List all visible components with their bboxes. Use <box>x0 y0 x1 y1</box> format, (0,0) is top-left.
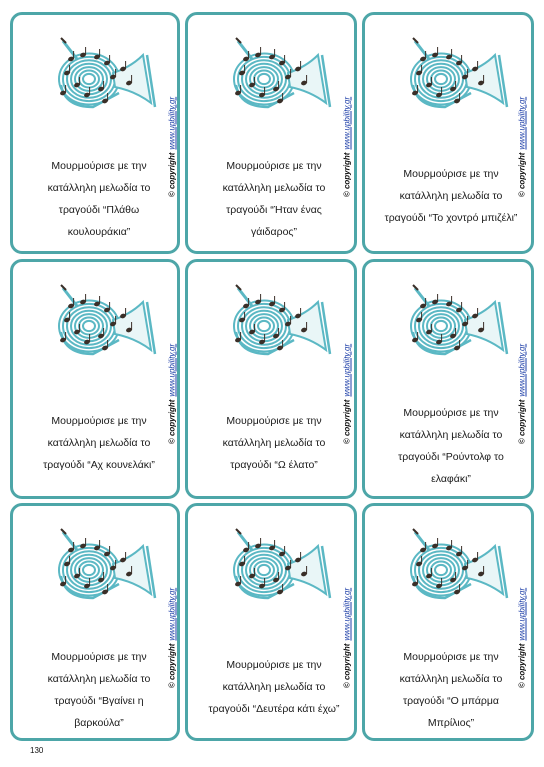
copyright-vertical: © copyright www.upbility.gr <box>340 319 354 469</box>
copyright-vertical: © copyright www.upbility.gr <box>515 563 529 713</box>
copyright-label: © copyright <box>342 643 352 689</box>
french-horn-icon <box>58 37 157 109</box>
card-line: τραγούδι “Το χοντρό μπιζέλι” <box>384 212 518 224</box>
card-line: τραγούδι “Ήταν ένας <box>226 204 322 216</box>
card-instruction: Μουρμούρισε με την κατάλληλη μελωδία το τρ… <box>194 155 354 243</box>
upbility-link[interactable]: www.upbility.gr <box>342 587 352 641</box>
card-line: Μουρμούρισε με την <box>51 651 147 663</box>
upbility-link[interactable]: www.upbility.gr <box>342 343 352 397</box>
activity-card: Μουρμούρισε με την κατάλληλη μελωδία το τρ… <box>362 259 534 499</box>
copyright-label: © copyright <box>517 152 527 198</box>
copyright-label: © copyright <box>167 399 177 445</box>
french-horn-icon <box>58 284 157 356</box>
card-line: ελαφάκι” <box>431 473 471 485</box>
card-line: κατάλληλη μελωδία το <box>399 673 503 685</box>
copyright-vertical: © copyright www.upbility.gr <box>340 563 354 713</box>
activity-card: Μουρμούρισε με την κατάλληλη μελωδία το τρ… <box>185 259 357 499</box>
card-instruction: Μουρμούρισε με την κατάλληλη μελωδία το τρ… <box>194 654 354 720</box>
card-line: κατάλληλη μελωδία το <box>222 182 326 194</box>
card-line: κατάλληλη μελωδία το <box>222 437 326 449</box>
card-line: Μουρμούρισε με την <box>226 659 322 671</box>
copyright-label: © copyright <box>342 152 352 198</box>
copyright-vertical: © copyright www.upbility.gr <box>515 72 529 222</box>
card-line: Μουρμούρισε με την <box>226 160 322 172</box>
card-line: Μπρίλιος” <box>427 717 475 729</box>
french-horn-icon <box>410 528 509 600</box>
activity-card: Μουρμούρισε με την κατάλληλη μελωδία το τρ… <box>10 503 180 741</box>
card-line: τραγούδι “Ω έλατο” <box>230 459 318 471</box>
activity-card: Μουρμούρισε με την κατάλληλη μελωδία το τρ… <box>10 259 180 499</box>
card-line: τραγούδι “Ρούντολφ το <box>398 451 504 463</box>
card-line: Μουρμούρισε με την <box>403 168 499 180</box>
card-line: κατάλληλη μελωδία το <box>399 429 503 441</box>
upbility-link[interactable]: www.upbility.gr <box>517 96 527 150</box>
copyright-label: © copyright <box>517 399 527 445</box>
copyright-vertical: © copyright www.upbility.gr <box>340 72 354 222</box>
card-instruction: Μουρμούρισε με την κατάλληλη μελωδία το τρ… <box>19 155 179 243</box>
card-instruction: Μουρμούρισε με την κατάλληλη μελωδία το τρ… <box>19 410 179 476</box>
card-instruction: Μουρμούρισε με την κατάλληλη μελωδία το τρ… <box>194 410 354 476</box>
card-line: τραγούδι “Ο μπάρμα <box>402 695 499 707</box>
french-horn-icon <box>58 528 157 600</box>
upbility-link[interactable]: www.upbility.gr <box>167 96 177 150</box>
card-line: τραγούδι “Βγαίνει η <box>54 695 144 707</box>
card-line: κατάλληλη μελωδία το <box>47 182 151 194</box>
card-line: γάιδαρος” <box>251 226 297 238</box>
card-line: κουλουράκια” <box>67 226 131 238</box>
card-line: Μουρμούρισε με την <box>403 651 499 663</box>
french-horn-icon <box>410 37 509 109</box>
copyright-vertical: © copyright www.upbility.gr <box>165 319 179 469</box>
activity-card: Μουρμούρισε με την κατάλληλη μελωδία το τρ… <box>185 12 357 254</box>
french-horn-icon <box>410 284 509 356</box>
upbility-link[interactable]: www.upbility.gr <box>167 343 177 397</box>
card-line: Μουρμούρισε με την <box>226 415 322 427</box>
french-horn-icon <box>233 528 332 600</box>
activity-card: Μουρμούρισε με την κατάλληλη μελωδία το τρ… <box>362 12 534 254</box>
french-horn-icon <box>233 37 332 109</box>
card-line: κατάλληλη μελωδία το <box>399 190 503 202</box>
copyright-vertical: © copyright www.upbility.gr <box>515 319 529 469</box>
card-instruction: Μουρμούρισε με την κατάλληλη μελωδία το τρ… <box>371 646 531 734</box>
card-line: τραγούδι “Δευτέρα κάτι έχω” <box>208 703 340 715</box>
upbility-link[interactable]: www.upbility.gr <box>167 587 177 641</box>
upbility-link[interactable]: www.upbility.gr <box>517 587 527 641</box>
upbility-link[interactable]: www.upbility.gr <box>517 343 527 397</box>
copyright-label: © copyright <box>167 643 177 689</box>
card-line: Μουρμούρισε με την <box>51 415 147 427</box>
card-line: κατάλληλη μελωδία το <box>47 673 151 685</box>
page-number: 130 <box>30 746 44 755</box>
activity-card: Μουρμούρισε με την κατάλληλη μελωδία το τρ… <box>362 503 534 741</box>
copyright-vertical: © copyright www.upbility.gr <box>165 72 179 222</box>
card-line: κατάλληλη μελωδία το <box>222 681 326 693</box>
copyright-vertical: © copyright www.upbility.gr <box>165 563 179 713</box>
card-line: κατάλληλη μελωδία το <box>47 437 151 449</box>
copyright-label: © copyright <box>167 152 177 198</box>
card-line: Μουρμούρισε με την <box>403 407 499 419</box>
copyright-label: © copyright <box>342 399 352 445</box>
card-instruction: Μουρμούρισε με την κατάλληλη μελωδία το τρ… <box>371 402 531 490</box>
card-instruction: Μουρμούρισε με την κατάλληλη μελωδία το τρ… <box>371 163 531 229</box>
activity-card: Μουρμούρισε με την κατάλληλη μελωδία το τρ… <box>10 12 180 254</box>
french-horn-icon <box>233 284 332 356</box>
card-line: Μουρμούρισε με την <box>51 160 147 172</box>
card-line: βαρκούλα” <box>74 717 124 729</box>
upbility-link[interactable]: www.upbility.gr <box>342 96 352 150</box>
card-line: τραγούδι “Αχ κουνελάκι” <box>43 459 155 471</box>
card-instruction: Μουρμούρισε με την κατάλληλη μελωδία το τρ… <box>19 646 179 734</box>
copyright-label: © copyright <box>517 643 527 689</box>
card-line: τραγούδι “Πλάθω <box>58 204 140 216</box>
activity-card: Μουρμούρισε με την κατάλληλη μελωδία το τρ… <box>185 503 357 741</box>
